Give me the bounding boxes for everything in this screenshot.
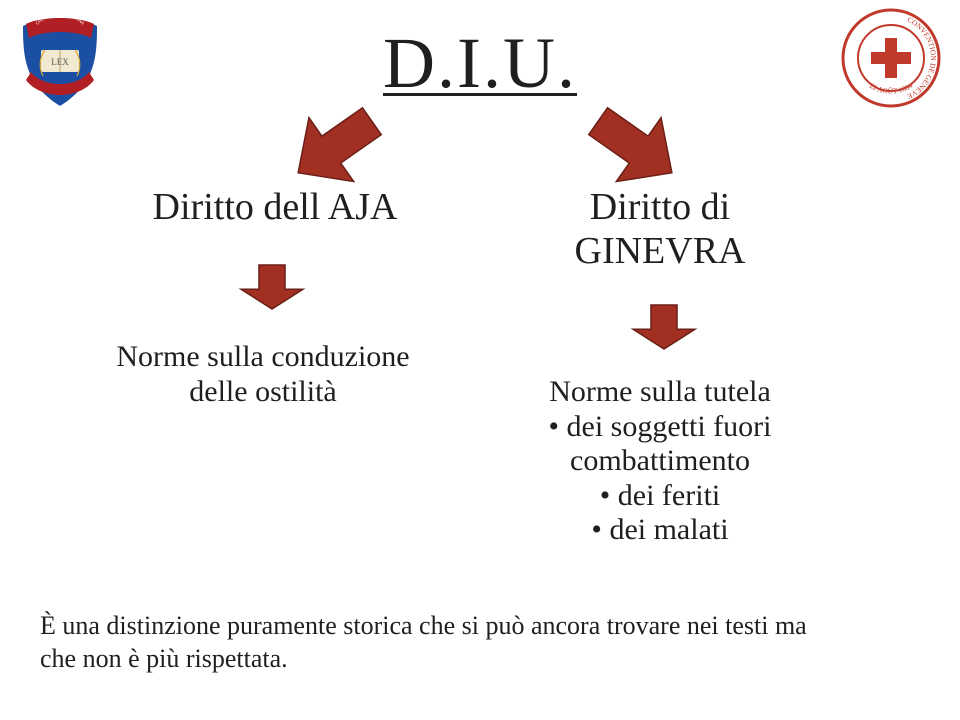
- arrow-small-icon: [241, 265, 303, 309]
- list-item: dei feriti: [480, 479, 840, 514]
- svg-text:LEX: LEX: [51, 57, 69, 67]
- left-sub-line2: delle ostilità: [189, 375, 336, 408]
- branch-right-heading: Diritto di GINEVRA: [575, 186, 746, 273]
- right-sub: Norme sulla tutela dei soggetti fuori co…: [480, 375, 840, 548]
- list-item: dei malati: [480, 513, 840, 548]
- right-sub-bullets: dei soggetti fuori combattimentodei feri…: [480, 410, 840, 548]
- branch-left-heading: Diritto dell AJA: [153, 186, 398, 230]
- left-sub-line1: Norme sulla conduzione: [116, 340, 409, 373]
- branch-right-line2: GINEVRA: [575, 230, 746, 272]
- right-sub-heading: Norme sulla tutela: [549, 375, 771, 408]
- footnote-line2: che non è più rispettata.: [40, 644, 288, 673]
- page-title: D.I.U.: [383, 22, 577, 105]
- list-item: dei soggetti fuori combattimento: [480, 410, 840, 479]
- branch-right-line1: Diritto di: [590, 186, 730, 228]
- arrow-small-icon: [633, 305, 695, 349]
- footnote-line1: È una distinzione puramente storica che …: [40, 611, 807, 640]
- left-sub: Norme sulla conduzione delle ostilità: [116, 340, 409, 409]
- lex-shield-icon: CROCE ROSSA ITALIANA DIRITTO INTERNAZION…: [17, 14, 103, 110]
- footnote: È una distinzione puramente storica che …: [40, 610, 807, 675]
- geneva-seal-icon: CONVENTION DE GENÈVE 22 AOÛT 1864: [841, 8, 941, 108]
